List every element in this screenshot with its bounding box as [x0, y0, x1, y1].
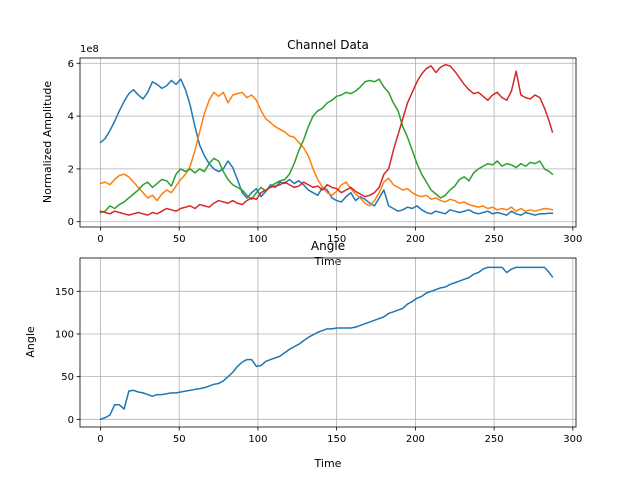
channel-data-series-line-2: [99, 91, 554, 212]
channel-data-y-tick-label: 0: [68, 217, 74, 228]
angle-ylabel: Angle: [24, 326, 37, 358]
channel-data-plot-frame: [79, 57, 577, 228]
angle-series-line-1: [99, 266, 554, 421]
angle-chart: 0 50 100 150 200 250 300 0 50 100 150 Angle Time A…: [24, 239, 582, 470]
channel-data-xlabel: Time: [314, 255, 342, 268]
angle-x-tick-label: 200: [406, 434, 425, 445]
channel-data-grid: [80, 58, 576, 227]
channel-data-title: Channel Data: [287, 38, 369, 52]
angle-ticks: 0 50 100 150 200 250 300 0 50 100 150: [55, 287, 582, 445]
channel-data-x-tick-label: 150: [327, 234, 346, 245]
channel-data-series-line-3: [99, 78, 554, 214]
channel-data-series-line-1: [99, 78, 554, 216]
channel-data-ylabel: Normalized Amplitude: [41, 81, 54, 203]
channel-data-x-tick-label: 250: [485, 234, 504, 245]
angle-xlabel: Time: [314, 457, 342, 470]
angle-plot-frame: [79, 257, 577, 428]
channel-data-x-tick-label: 200: [406, 234, 425, 245]
channel-data-x-tick-label: 100: [248, 234, 267, 245]
angle-x-tick-label: 150: [327, 434, 346, 445]
channel-data-y-tick-label: 2: [68, 164, 74, 175]
channel-data-y-tick-label: 6: [68, 59, 74, 70]
angle-series-group: [99, 266, 554, 421]
channel-data-x-tick-label: 300: [563, 234, 582, 245]
angle-y-tick-label: 50: [61, 372, 74, 383]
channel-data-y-tick-label: 4: [68, 112, 74, 123]
channel-data-chart: 0 50 100 150 200 250 300 0 2 4 6 Channel Data Time…: [41, 38, 582, 268]
angle-x-tick-label: 50: [173, 434, 186, 445]
angle-y-tick-label: 100: [55, 329, 74, 340]
angle-y-tick-label: 0: [68, 415, 74, 426]
angle-x-tick-label: 100: [248, 434, 267, 445]
channel-data-y-offset-label: 1e8: [80, 44, 99, 55]
angle-y-tick-label: 150: [55, 287, 74, 298]
angle-x-tick-label: 250: [485, 434, 504, 445]
channel-data-series-group: [99, 63, 554, 216]
angle-grid: [80, 258, 576, 427]
angle-x-tick-label: 0: [97, 434, 103, 445]
channel-data-ticks: 0 50 100 150 200 250 300 0 2 4 6: [68, 59, 583, 245]
angle-x-tick-label: 300: [563, 434, 582, 445]
channel-data-series-line-4: [99, 63, 554, 216]
angle-title: Angle: [311, 239, 345, 253]
channel-data-x-tick-label: 0: [97, 234, 103, 245]
channel-data-x-tick-label: 50: [173, 234, 186, 245]
